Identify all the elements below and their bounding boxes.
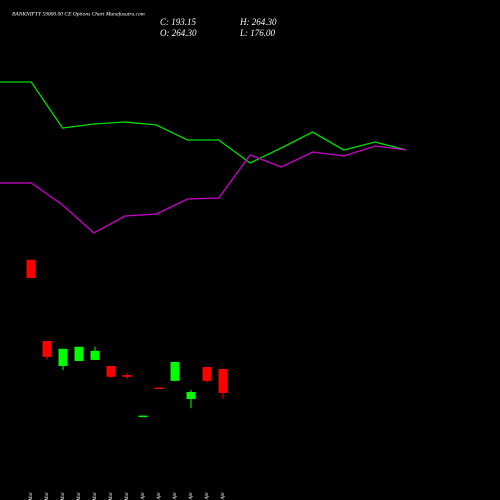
candle-body bbox=[218, 368, 228, 393]
candle-body bbox=[138, 415, 148, 418]
candle-body bbox=[106, 366, 116, 377]
x-tick-label: 18 Mar bbox=[93, 492, 98, 500]
candle-body bbox=[170, 361, 180, 381]
x-tick-label: 07 Apr bbox=[141, 492, 146, 500]
summary-low: L: 176.00 bbox=[239, 28, 276, 38]
line-series bbox=[0, 145, 407, 234]
summary-high: H: 264.30 bbox=[239, 17, 277, 27]
candle-body bbox=[90, 350, 100, 360]
x-tick-label: 08 Apr bbox=[157, 492, 162, 500]
line-series bbox=[0, 81, 407, 164]
candle-body bbox=[58, 348, 68, 367]
x-tick-label: 10 Apr bbox=[189, 492, 194, 500]
candle-body bbox=[42, 341, 52, 357]
x-tick-label: 13 Mar bbox=[45, 492, 50, 500]
x-tick-label: 16 Apr bbox=[221, 492, 226, 500]
x-tick-label: 09 Apr bbox=[173, 492, 178, 500]
summary-close: C: 193.15 bbox=[160, 17, 197, 27]
x-tick-label: 19 Mar bbox=[109, 492, 114, 500]
chart-title: BANKNIFTY 59000.00 CE Options Chart Muna… bbox=[12, 10, 145, 17]
candle-body bbox=[186, 391, 196, 400]
candle-body bbox=[154, 387, 164, 390]
summary-open: O: 264.30 bbox=[160, 28, 197, 38]
x-tick-label: 13 Apr bbox=[205, 492, 210, 500]
x-tick-label: 11 Mar bbox=[29, 492, 34, 500]
candle-body bbox=[74, 346, 84, 361]
candle-body bbox=[122, 375, 132, 377]
x-tick-label: 17 Mar bbox=[77, 492, 82, 500]
candle-body bbox=[26, 259, 36, 278]
x-tick-label: 16 Mar bbox=[61, 492, 66, 500]
candle-body bbox=[202, 367, 212, 381]
x-tick-label: 20 Mar bbox=[125, 492, 130, 500]
